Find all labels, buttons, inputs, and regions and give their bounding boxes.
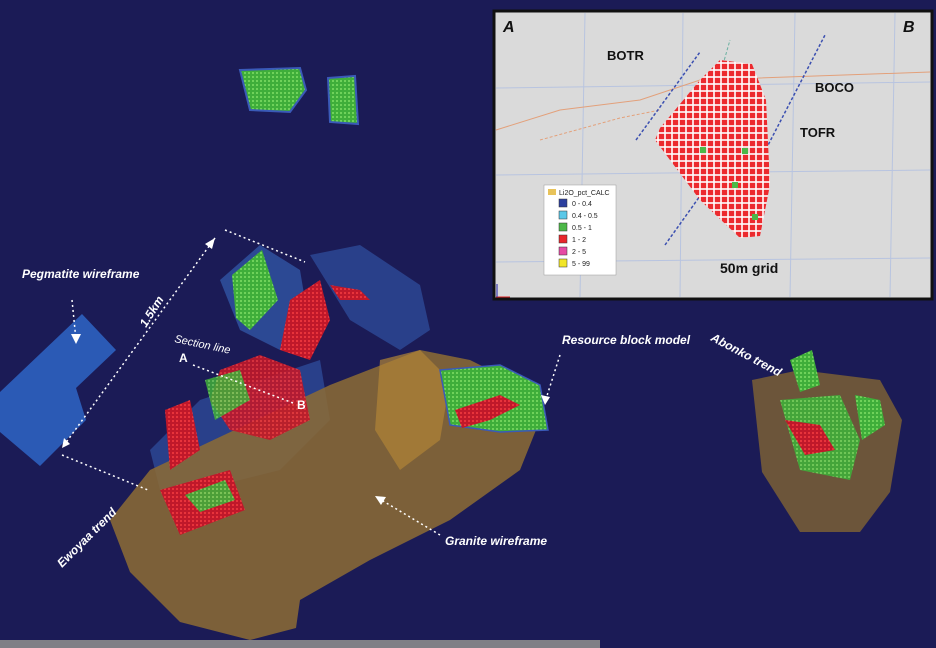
contact-line <box>495 71 931 131</box>
legend-label: 2 - 5 <box>572 249 586 256</box>
annotation: Pegmatite wireframe <box>22 267 140 281</box>
block-model <box>855 395 885 440</box>
legend-swatch <box>558 198 568 208</box>
inset-corner: A <box>502 19 515 36</box>
inset-label: TOFR <box>800 125 836 140</box>
inset-label: BOTR <box>607 48 644 63</box>
arrow-head <box>375 496 386 505</box>
pointer-arrow <box>377 497 441 536</box>
legend-swatch <box>558 234 568 244</box>
block-model <box>238 66 308 114</box>
inset-block <box>732 182 738 188</box>
inset-block <box>752 214 758 220</box>
block-model <box>165 400 200 470</box>
legend-label: 1 - 2 <box>572 237 586 244</box>
pointer-arrow <box>544 354 561 403</box>
guide-line <box>61 454 149 491</box>
block-model <box>280 280 330 360</box>
legend-swatch <box>558 258 568 268</box>
legend-box <box>543 184 617 276</box>
annotation: Resource block model <box>562 333 691 347</box>
annotation: A <box>179 351 188 365</box>
inset-block <box>742 148 748 154</box>
pointer-arrow <box>71 299 77 341</box>
block-model <box>326 74 360 126</box>
block-model <box>232 250 278 330</box>
block-model <box>205 370 250 420</box>
block-model <box>185 480 235 512</box>
guide-line <box>224 229 306 263</box>
annotation: Granite wireframe <box>445 534 547 548</box>
pegmatite-wireframe <box>310 245 430 350</box>
arrow-head <box>71 334 81 344</box>
granite-wireframe <box>375 350 450 470</box>
block-model <box>455 395 520 428</box>
distance-arrow <box>61 237 216 449</box>
legend-swatch <box>558 210 568 220</box>
block-model <box>785 420 835 455</box>
legend-folder-icon <box>548 189 556 195</box>
inset: A B BOTR BOCO TOFR 50m grid Li2O_pct_CAL… <box>492 9 934 301</box>
annotation: B <box>297 398 306 412</box>
block-model <box>790 350 820 392</box>
arrow-head <box>541 395 550 405</box>
legend-label: 0.4 - 0.5 <box>572 213 598 220</box>
bottom-bar <box>0 640 600 648</box>
legend-label: 5 - 99 <box>572 261 590 268</box>
inset-label: 50m grid <box>720 260 778 276</box>
arrow-head <box>205 238 215 249</box>
block-model <box>330 285 370 300</box>
legend-title: Li2O_pct_CALC <box>559 190 610 197</box>
inset-block-model <box>655 60 770 238</box>
legend-swatch <box>558 222 568 232</box>
contact-line <box>539 109 661 141</box>
drillhole <box>635 51 701 141</box>
arrow-head <box>62 438 70 448</box>
legend-swatch <box>558 246 568 256</box>
pegmatite-wireframe <box>0 314 116 466</box>
legend-label: 0 - 0.4 <box>572 201 592 208</box>
inset-block <box>700 147 706 153</box>
legend-label: 0.5 - 1 <box>572 225 592 232</box>
inset-corner: B <box>903 19 915 36</box>
inset-label: BOCO <box>815 80 854 95</box>
